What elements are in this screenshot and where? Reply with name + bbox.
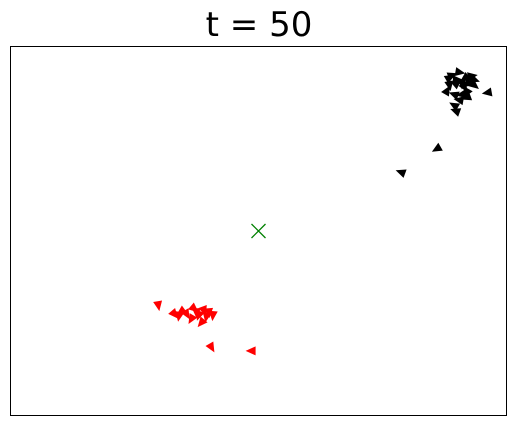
series-0-point-23 [395,169,407,178]
series-1-point-12 [208,310,218,322]
series-1-point-9 [188,313,198,324]
series-0-point-1 [454,67,466,77]
series-0-point-18 [469,74,480,83]
series-0-point-9 [455,89,467,99]
series-1-point-10 [177,305,189,315]
series-1-point-1 [175,311,185,322]
plot-marks [153,67,493,356]
series-0-point-12 [468,79,479,90]
series-0-point-13 [441,85,450,97]
series-0-point-21 [461,91,473,101]
series-0-point-8 [448,91,460,101]
series-1-point-11 [197,316,208,328]
series-0-point-11 [449,102,461,112]
series-0-point-7 [444,80,454,92]
series-0-point-19 [481,87,493,97]
series-1-point-15 [245,346,256,356]
series-0-point-10 [453,96,465,106]
series-1-point-0 [153,300,163,312]
series-1-point-13 [168,308,179,319]
series-0-point-17 [443,74,455,84]
series-0-point-22 [431,142,443,152]
series-0-point-16 [457,79,467,90]
series-0-point-20 [450,108,462,117]
series-1-point-8 [204,307,214,319]
center-marker [251,223,266,239]
series-1-point-14 [205,341,215,353]
series-1-point-5 [196,309,205,321]
chart-title: t = 50 [205,5,313,45]
